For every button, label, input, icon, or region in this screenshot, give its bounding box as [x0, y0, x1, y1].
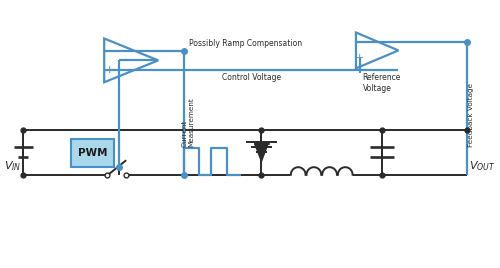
Text: −: − [355, 37, 364, 47]
Polygon shape [254, 143, 268, 161]
Text: $V_{IN}$: $V_{IN}$ [4, 159, 21, 173]
Text: Current
Measurement: Current Measurement [182, 98, 194, 147]
Text: +: + [104, 65, 114, 75]
Text: −: − [104, 46, 114, 55]
Text: Reference
Voltage: Reference Voltage [362, 73, 401, 93]
Text: Control Voltage: Control Voltage [222, 73, 281, 82]
Text: PWM: PWM [78, 148, 108, 158]
Text: Feedback Voltage: Feedback Voltage [468, 83, 474, 147]
Text: $V_{OUT}$: $V_{OUT}$ [469, 159, 496, 173]
Text: Possibly Ramp Compensation: Possibly Ramp Compensation [189, 39, 302, 47]
Text: +: + [355, 54, 364, 64]
Bar [71, 139, 115, 167]
